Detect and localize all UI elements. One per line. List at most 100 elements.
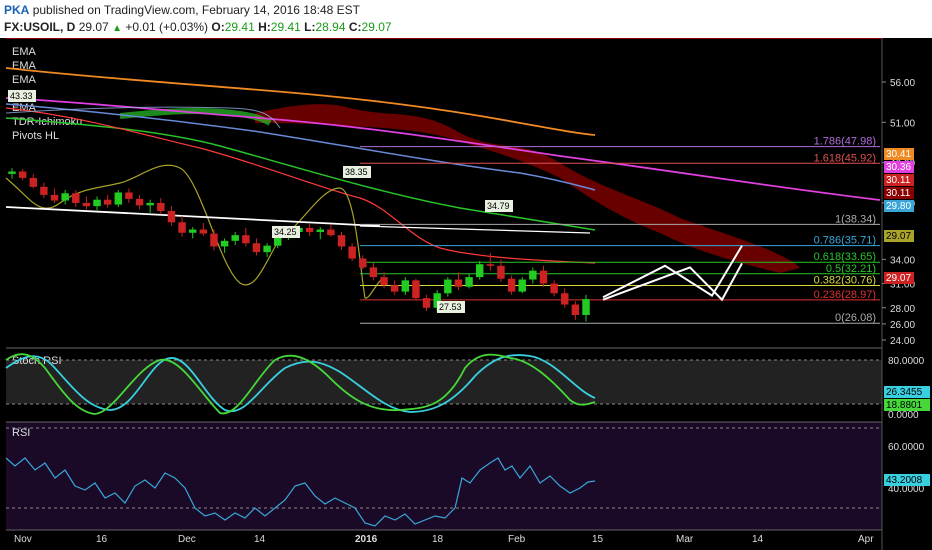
up-arrow-icon: ▲ (112, 23, 122, 34)
candle-body (188, 229, 197, 233)
candle-body (369, 267, 378, 278)
pivot-label: 43.33 (10, 91, 33, 101)
time-tick-label: 18 (432, 534, 444, 545)
candle-body (242, 235, 250, 244)
candle-body (135, 198, 144, 206)
price-badge-label: 29.80 (886, 201, 911, 212)
price-tick-label: 24.00 (890, 336, 915, 347)
candle-body (422, 298, 431, 308)
pivot-label: 34.25 (274, 227, 297, 237)
price-badge-label: 30.36 (886, 162, 911, 173)
ema-orange-line (5, 67, 596, 136)
time-tick-label: Mar (676, 534, 694, 545)
publish-line: PKA published on TradingView.com, Februa… (4, 3, 360, 17)
candle-body (316, 229, 324, 232)
candle-body (263, 245, 271, 253)
published-text: published on TradingView.com, February 1… (32, 3, 361, 17)
price-badge (884, 148, 914, 160)
high-label: H: (258, 20, 271, 34)
candle-body (103, 199, 112, 205)
time-tick-label: Apr (858, 534, 874, 545)
candle-body (539, 270, 548, 284)
candle-body (507, 278, 516, 292)
legend-ema-3[interactable]: EMA (12, 74, 37, 86)
candle-body (146, 202, 154, 206)
legend-pivots[interactable]: Pivots HL (12, 130, 59, 142)
ema-blue-line (5, 103, 596, 191)
ema-red-line (5, 107, 596, 264)
price-tick-label: 28.00 (890, 304, 915, 315)
candle-body (529, 270, 537, 280)
close-value: 29.07 (361, 20, 392, 34)
price-badge (884, 174, 914, 186)
candle-body (380, 277, 388, 286)
fib-label: 0.618(33.65) (814, 251, 876, 263)
candle-body (497, 265, 505, 279)
rsi-tick-60: 60.0000 (888, 442, 925, 453)
time-tick-label: Nov (14, 534, 32, 545)
projection-path-1 (602, 245, 743, 299)
price-tick-label: 34.00 (890, 255, 915, 266)
time-tick-label: Feb (508, 534, 526, 545)
rsi-line (5, 457, 596, 527)
candle-body (465, 277, 473, 287)
pivot-labels: 43.33 38.35 34.25 34.79 27.53 (8, 90, 513, 313)
candle-body (199, 229, 208, 234)
chart-header: PKA published on TradingView.com, Februa… (0, 0, 932, 38)
close-label: C: (348, 20, 362, 34)
price-tick-label: 51.00 (890, 118, 915, 129)
stoch-d-badge (884, 399, 930, 411)
ema-lightblue-line (5, 106, 281, 129)
time-tick-label: Dec (178, 534, 196, 545)
time-tick-label: 14 (752, 534, 764, 545)
trendline-white-2 (359, 225, 591, 234)
candle-body (571, 304, 580, 316)
candle-body (167, 211, 176, 223)
candle-body (305, 227, 314, 232)
time-axis[interactable]: Nov 16 Dec 14 2016 18 Feb 15 Mar 14 Apr (14, 534, 874, 545)
fib-label: 0.382(30.76) (814, 274, 876, 286)
rsi-tick-40: 40.0000 (888, 484, 925, 495)
pivot-label: 34.79 (487, 201, 510, 211)
rsi-value: 43.2008 (886, 475, 923, 486)
price-badge-label: 30.41 (886, 149, 911, 160)
symbol-line: FX:USOIL, D 29.07 ▲ +0.01 (+0.03%) O:29.… (4, 20, 392, 34)
price-chart[interactable]: EMA EMA EMA EMA TDR-Ichimoku Pivots HL 1… (0, 38, 932, 550)
ichimoku-cloud (255, 104, 800, 273)
trendline-white (5, 206, 381, 227)
fibonacci-levels: 1.786(47.98) 1.618(45.92) 1(38.34) 0.786(35… (360, 136, 880, 324)
candle-body (561, 293, 569, 305)
pivot-box (485, 200, 513, 212)
rsi-label[interactable]: RSI (12, 427, 30, 439)
price-badge-label: 30.11 (886, 188, 911, 199)
candle-body (550, 283, 558, 294)
candle-body (210, 233, 218, 247)
open-value: 29.41 (224, 20, 255, 34)
legend-ema-1[interactable]: EMA (12, 46, 37, 58)
price-tick-label: 26.00 (890, 320, 915, 331)
candle-body (475, 264, 484, 278)
fib-label: 1(38.34) (835, 213, 876, 225)
projection-path-2 (602, 262, 743, 302)
symbol-label[interactable]: FX:USOIL, D (4, 20, 76, 34)
candle-body (401, 280, 410, 292)
price-axis[interactable]: 56.0051.0046.0041.0034.0031.0028.0026.00… (882, 78, 915, 347)
time-tick-label: 2016 (355, 534, 378, 545)
fib-label: 0.236(28.97) (814, 289, 876, 301)
pivot-label: 38.35 (345, 167, 368, 177)
author-name[interactable]: PKA (4, 3, 30, 17)
fib-label: 0.5(32.21) (826, 263, 876, 275)
time-tick-label: 14 (254, 534, 266, 545)
stoch-tick-80: 80.0000 (888, 356, 925, 367)
candle-body (114, 192, 123, 205)
last-price: 29.07 (78, 20, 109, 34)
price-tick-label: 56.00 (890, 78, 915, 89)
candle-body (412, 280, 420, 299)
candle-body (93, 199, 101, 207)
candlesticks (8, 168, 590, 322)
price-badge-label: 30.11 (886, 175, 911, 186)
candle-body (231, 235, 239, 241)
candle-body (18, 171, 27, 178)
fib-label: 0(26.08) (835, 312, 876, 324)
candle-body (220, 240, 229, 247)
